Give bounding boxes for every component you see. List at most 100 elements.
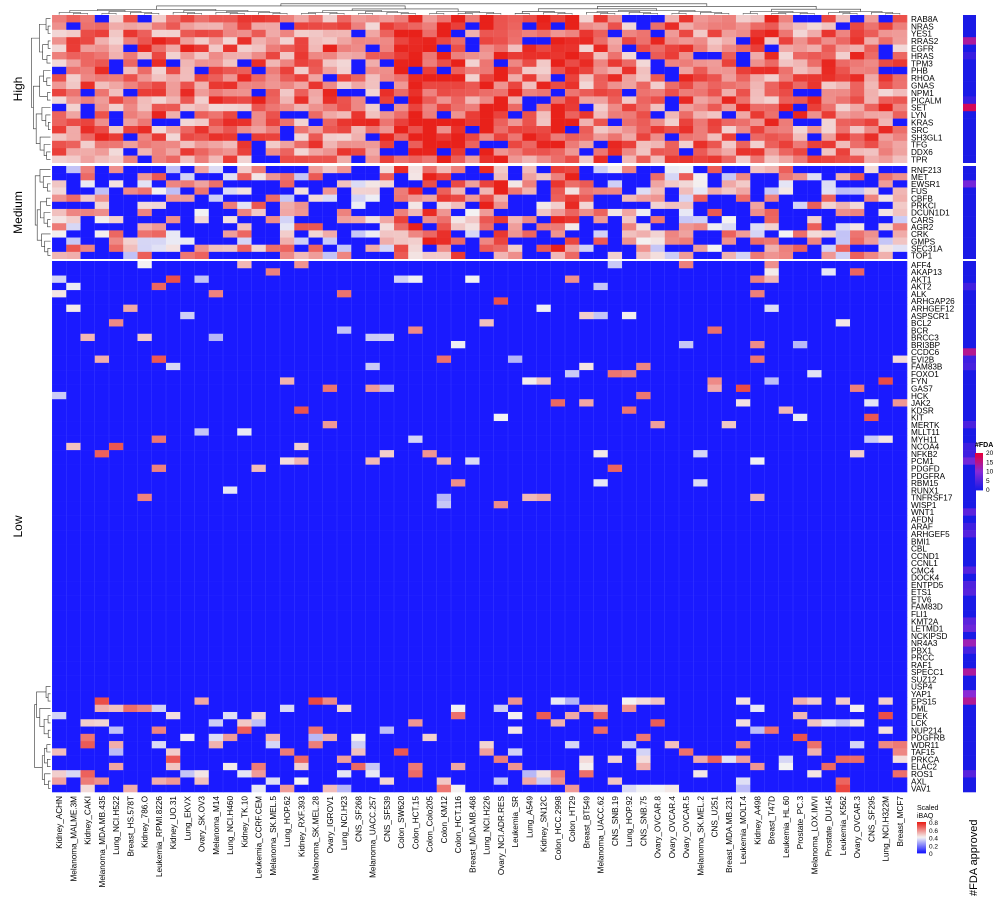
- heat-cell: [265, 333, 281, 342]
- heat-cell: [308, 450, 324, 458]
- heat-cell: [52, 118, 67, 127]
- heat-cell: [436, 52, 452, 60]
- heat-cell: [622, 22, 637, 31]
- heat-cell: [123, 282, 138, 291]
- heat-cell: [550, 311, 566, 320]
- heat-cell: [237, 140, 252, 149]
- heat-cell: [194, 581, 210, 589]
- heat-cell: [294, 391, 309, 400]
- heat-cell: [764, 522, 780, 531]
- heat-cell: [151, 377, 167, 385]
- heat-cell: [422, 370, 438, 378]
- heat-cell: [892, 588, 908, 596]
- heat-cell: [166, 464, 181, 473]
- heat-cell: [194, 282, 210, 291]
- heat-cell: [109, 326, 124, 335]
- heat-cell: [778, 148, 794, 156]
- heat-cell: [308, 442, 324, 451]
- heat-cell: [351, 501, 366, 509]
- heat-cell: [793, 566, 808, 575]
- heat-cell: [265, 22, 281, 31]
- heat-cell: [365, 537, 381, 545]
- heat-cell: [778, 602, 794, 611]
- heat-cell: [365, 216, 381, 224]
- heat-cell: [664, 52, 680, 60]
- heat-cell: [522, 187, 537, 195]
- heat-cell: [251, 551, 267, 560]
- heat-cell: [493, 333, 509, 342]
- heat-cell: [180, 501, 195, 509]
- heat-cell: [351, 166, 366, 174]
- heat-cell: [137, 148, 153, 156]
- heat-cell: [251, 544, 267, 553]
- heat-cell: [508, 391, 523, 400]
- heat-cell: [878, 406, 894, 415]
- heat-cell: [180, 52, 195, 60]
- heat-cell: [835, 413, 851, 422]
- heat-cell: [679, 194, 694, 203]
- heat-cell: [707, 391, 723, 400]
- heat-cell: [223, 155, 238, 164]
- heat-cell: [864, 428, 879, 436]
- heat-cell: [593, 126, 609, 134]
- heat-cell: [337, 290, 352, 298]
- heat-cell: [878, 261, 894, 269]
- heat-cell: [807, 66, 822, 75]
- heat-cell: [679, 22, 694, 31]
- heat-cell: [664, 479, 680, 487]
- heat-cell: [664, 566, 680, 575]
- heat-cell: [308, 216, 324, 224]
- heat-cell: [308, 566, 324, 575]
- heat-cell: [550, 530, 566, 538]
- heat-cell: [550, 566, 566, 575]
- heat-cell: [194, 37, 210, 45]
- heat-cell: [679, 493, 694, 502]
- heat-cell: [593, 559, 609, 567]
- heat-cell: [422, 522, 438, 531]
- heat-cell: [94, 133, 110, 142]
- heat-cell: [508, 230, 523, 238]
- heat-cell: [308, 588, 324, 596]
- heat-cell: [864, 133, 879, 142]
- heat-cell: [721, 282, 737, 291]
- heat-cell: [180, 251, 195, 260]
- heat-cell: [650, 442, 666, 451]
- heat-cell: [493, 297, 509, 305]
- heat-cell: [864, 522, 879, 531]
- heat-cell: [508, 111, 523, 119]
- heat-cell: [593, 471, 609, 480]
- heat-cell: [422, 74, 438, 82]
- heat-cell: [721, 251, 737, 260]
- heat-cell: [394, 15, 409, 23]
- dendrogram-branch: [34, 175, 40, 226]
- heat-cell: [536, 595, 552, 604]
- heat-cell: [593, 96, 609, 105]
- heat-cell: [66, 355, 81, 364]
- heat-cell: [308, 311, 324, 320]
- heat-cell: [322, 348, 338, 356]
- heat-cell: [280, 573, 295, 582]
- heat-cell: [850, 52, 865, 60]
- heat-cell: [579, 89, 594, 97]
- heat-cell: [451, 282, 466, 291]
- heat-cell: [408, 133, 423, 142]
- heat-cell: [707, 282, 723, 291]
- heat-cell: [636, 52, 651, 60]
- heat-cell: [565, 421, 580, 429]
- heat-cell: [451, 66, 466, 75]
- heat-cell: [593, 208, 609, 217]
- heat-cell: [237, 588, 252, 596]
- heat-cell: [721, 126, 737, 134]
- heat-cell: [522, 435, 537, 444]
- heat-cell: [365, 501, 381, 509]
- heat-cell: [94, 551, 110, 560]
- heat-cell: [237, 370, 252, 378]
- heat-cell: [664, 581, 680, 589]
- heat-cell: [351, 187, 366, 195]
- heat-cell: [52, 588, 67, 596]
- heat-cell: [66, 508, 81, 516]
- heat-cell: [265, 118, 281, 127]
- heat-cell: [265, 522, 281, 531]
- heat-cell: [394, 244, 409, 253]
- heat-cell: [251, 311, 267, 320]
